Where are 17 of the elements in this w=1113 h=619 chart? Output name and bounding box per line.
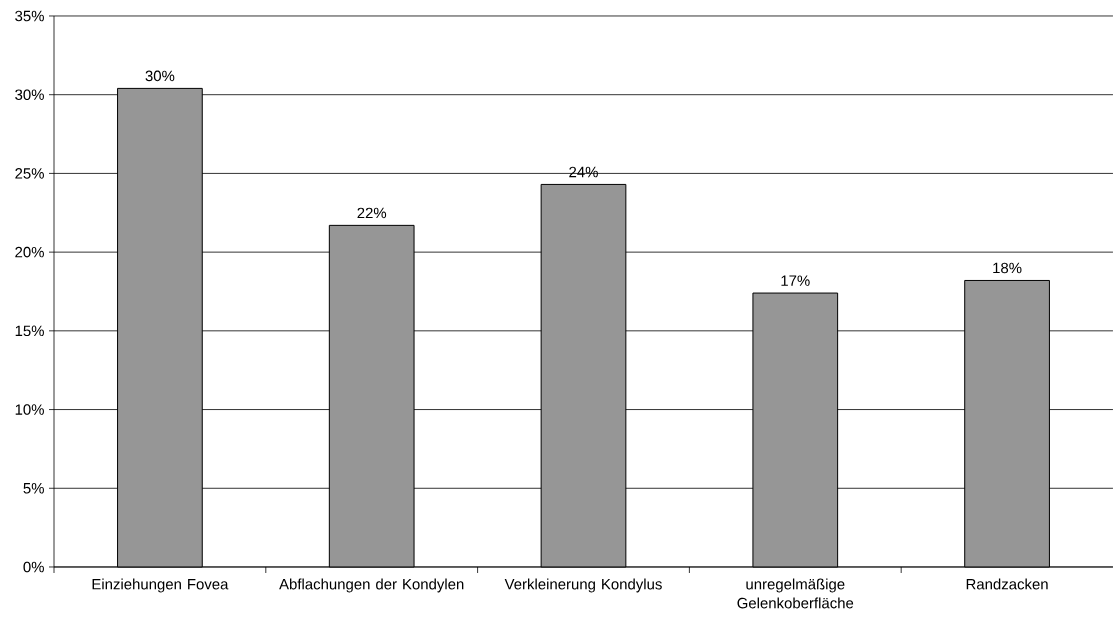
y-tick-label: 25% [15, 168, 44, 179]
x-tick-label: unregelmäßige Gelenkoberfläche [737, 578, 854, 609]
y-tick-label: 0% [23, 561, 44, 573]
x-tick-label: Randzacken [966, 578, 1048, 590]
data-label: 30% [145, 70, 175, 82]
y-tick-label: 5% [23, 483, 44, 494]
y-tick-label: 20% [15, 246, 44, 258]
y-tick-label: 15% [15, 325, 44, 337]
y-tick-label: 10% [15, 404, 44, 415]
y-tick-label: 35% [15, 10, 44, 22]
data-label: 18% [993, 262, 1022, 274]
y-tick-label: 30% [15, 89, 44, 100]
data-label: 22% [357, 207, 387, 219]
x-tick-label: Abflachungen der Kondylen [279, 578, 464, 593]
data-label: 17% [781, 275, 810, 286]
x-tick-label: Einziehungen Fovea [92, 578, 229, 593]
x-tick-label: Verkleinerung Kondylus [504, 578, 662, 593]
